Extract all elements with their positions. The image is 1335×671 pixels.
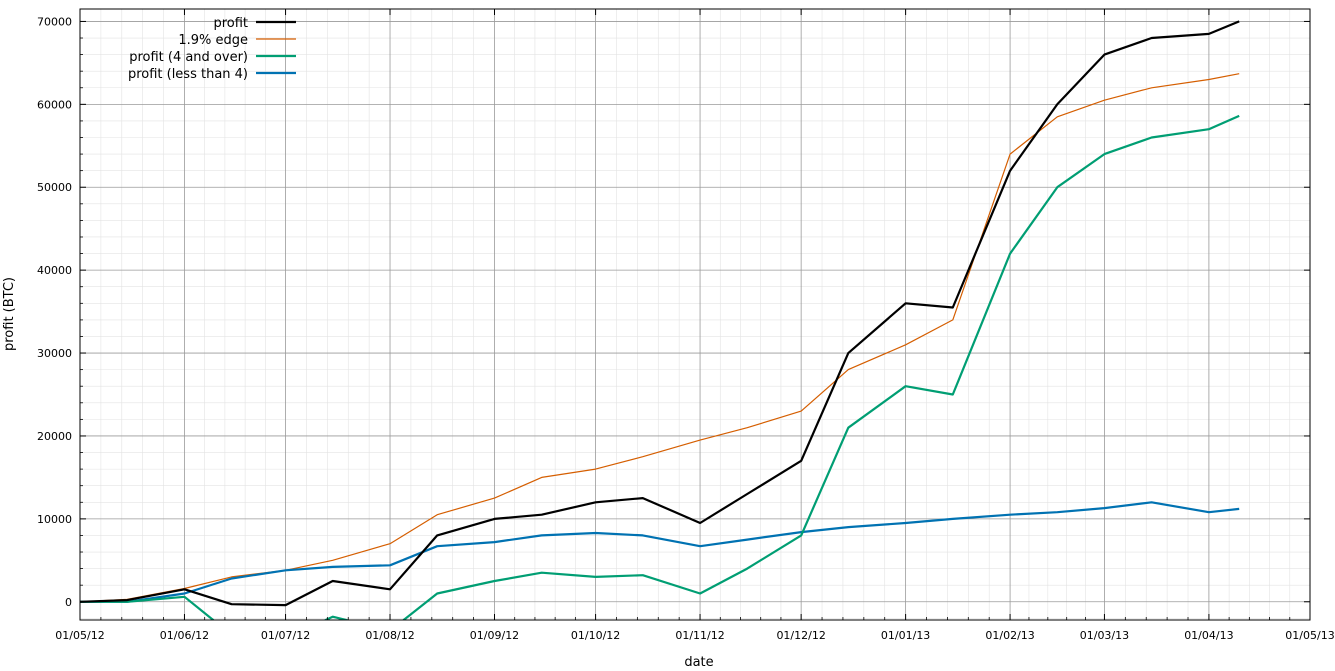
x-tick-label: 01/09/12 — [470, 629, 519, 642]
ticks-layer — [79, 9, 1311, 620]
x-tick-label: 01/01/13 — [881, 629, 930, 642]
x-tick-label: 01/06/12 — [160, 629, 209, 642]
legend-label: profit — [213, 16, 248, 31]
y-tick-label: 60000 — [37, 98, 72, 111]
series-line-profit-4-and-over- — [80, 114, 1240, 620]
y-tick-label: 30000 — [37, 347, 72, 360]
series-layer — [80, 20, 1240, 620]
series-line-profit-less-than-4- — [80, 501, 1240, 603]
x-tick-label: 01/05/13 — [1285, 629, 1334, 642]
x-tick-label: 01/03/13 — [1080, 629, 1129, 642]
legend-label: profit (less than 4) — [128, 67, 248, 82]
legend: profit 1.9% edge profit (4 and over) profit… — [128, 16, 296, 82]
plot-frame — [79, 8, 1311, 621]
x-tick-label: 01/11/12 — [675, 629, 724, 642]
x-tick-label: 01/10/12 — [571, 629, 620, 642]
x-tick-labels: 01/05/12 01/06/12 01/07/12 01/08/12 01/09/12… — [55, 629, 1334, 642]
x-tick-label: 01/08/12 — [365, 629, 414, 642]
y-tick-label: 20000 — [37, 430, 72, 443]
y-axis-label: profit (BTC) — [2, 277, 17, 351]
y-tick-label: 10000 — [37, 513, 72, 526]
y-tick-label: 0 — [65, 596, 72, 609]
x-tick-label: 01/07/12 — [261, 629, 310, 642]
x-tick-label: 01/02/13 — [985, 629, 1034, 642]
major-grid — [79, 9, 1311, 620]
minor-grid — [80, 9, 1310, 620]
x-axis-label: date — [684, 655, 713, 670]
y-tick-label: 70000 — [37, 15, 72, 28]
y-tick-labels: 0 10000 20000 30000 40000 50000 60000 70000 — [37, 15, 72, 608]
y-tick-label: 50000 — [37, 181, 72, 194]
x-tick-label: 01/04/13 — [1184, 629, 1233, 642]
x-tick-label: 01/12/12 — [776, 629, 825, 642]
x-tick-label: 01/05/12 — [55, 629, 104, 642]
y-tick-label: 40000 — [37, 264, 72, 277]
legend-label: profit (4 and over) — [129, 50, 248, 65]
legend-label: 1.9% edge — [178, 33, 248, 48]
series-line-profit — [80, 20, 1240, 607]
